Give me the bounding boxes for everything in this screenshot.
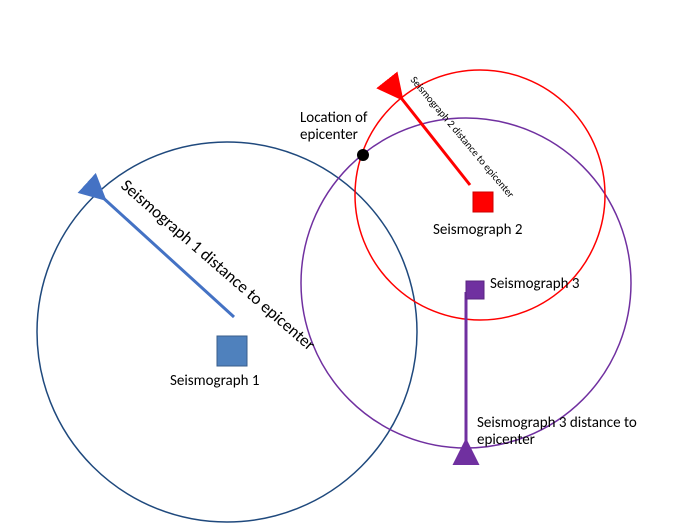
arrow-2-label: Seismograph 2 distance to epicenter — [408, 74, 518, 201]
label-seismograph-2: Seismograph 2 — [433, 222, 522, 239]
arrow-1-label: Seismograph 1 distance to epicenter — [117, 175, 320, 355]
label-seismograph-1: Seismograph 1 — [170, 373, 259, 390]
label-epicenter: Location of epicenter — [300, 110, 368, 143]
marker-seismograph-3 — [466, 281, 484, 299]
epicenter-dot — [357, 149, 369, 161]
label-seismograph-3: Seismograph 3 — [490, 276, 579, 293]
arrow-3-label: Seismograph 3 distance to epicenter — [477, 415, 647, 448]
marker-seismograph-1 — [217, 336, 247, 366]
marker-seismograph-2 — [473, 192, 493, 212]
circle-seismograph-1 — [37, 142, 417, 522]
label-epicenter-line1: Location of — [300, 109, 368, 127]
label-epicenter-line2: epicenter — [300, 126, 358, 144]
